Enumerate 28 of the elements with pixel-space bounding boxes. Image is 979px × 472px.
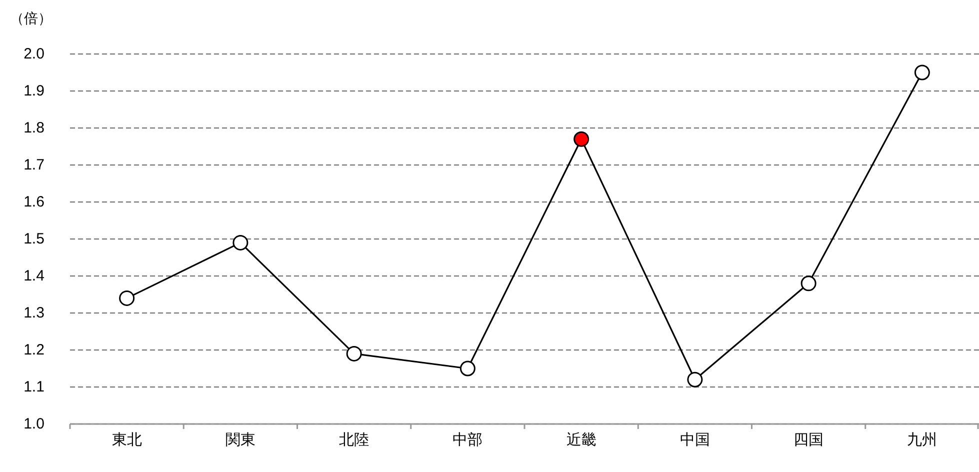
- y-tick-label: 1.6: [24, 194, 44, 210]
- x-tick-label: 北陸: [339, 432, 370, 448]
- x-tick-label: 四国: [794, 432, 824, 448]
- y-tick-label: 1.7: [24, 156, 44, 174]
- y-tick-label: 1.0: [24, 416, 44, 432]
- x-tick-label: 中国: [680, 432, 710, 448]
- point: [232, 234, 248, 250]
- point: [346, 346, 362, 362]
- y-tick-label: 1.4: [24, 268, 44, 284]
- x-tick-label: 九州: [907, 432, 938, 448]
- y-tick-label: 2.0: [24, 46, 44, 62]
- x-tick-label: 中部: [452, 432, 483, 448]
- x-tick-label: 東北: [112, 432, 142, 448]
- y-tick-label: 1.2: [24, 342, 44, 358]
- point: [800, 276, 816, 292]
- y-axis-title: （倍）: [10, 10, 52, 26]
- y-tick-label: 1.1: [24, 378, 44, 396]
- point: [460, 360, 476, 376]
- y-tick-label: 1.9: [24, 82, 44, 100]
- y-tick-label: 1.8: [24, 120, 44, 136]
- y-tick-label: 1.3: [24, 304, 44, 322]
- x-tick-label: 近畿: [566, 432, 596, 448]
- point: [914, 64, 930, 80]
- point: [119, 290, 135, 306]
- point: [574, 131, 590, 147]
- y-tick-label: 1.5: [24, 230, 44, 248]
- x-tick-label: 関東: [225, 432, 256, 448]
- point: [687, 372, 703, 388]
